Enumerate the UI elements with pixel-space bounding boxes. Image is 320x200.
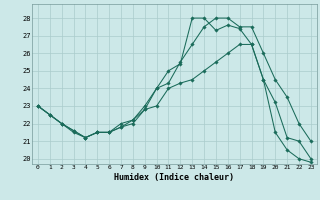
X-axis label: Humidex (Indice chaleur): Humidex (Indice chaleur) xyxy=(115,173,234,182)
